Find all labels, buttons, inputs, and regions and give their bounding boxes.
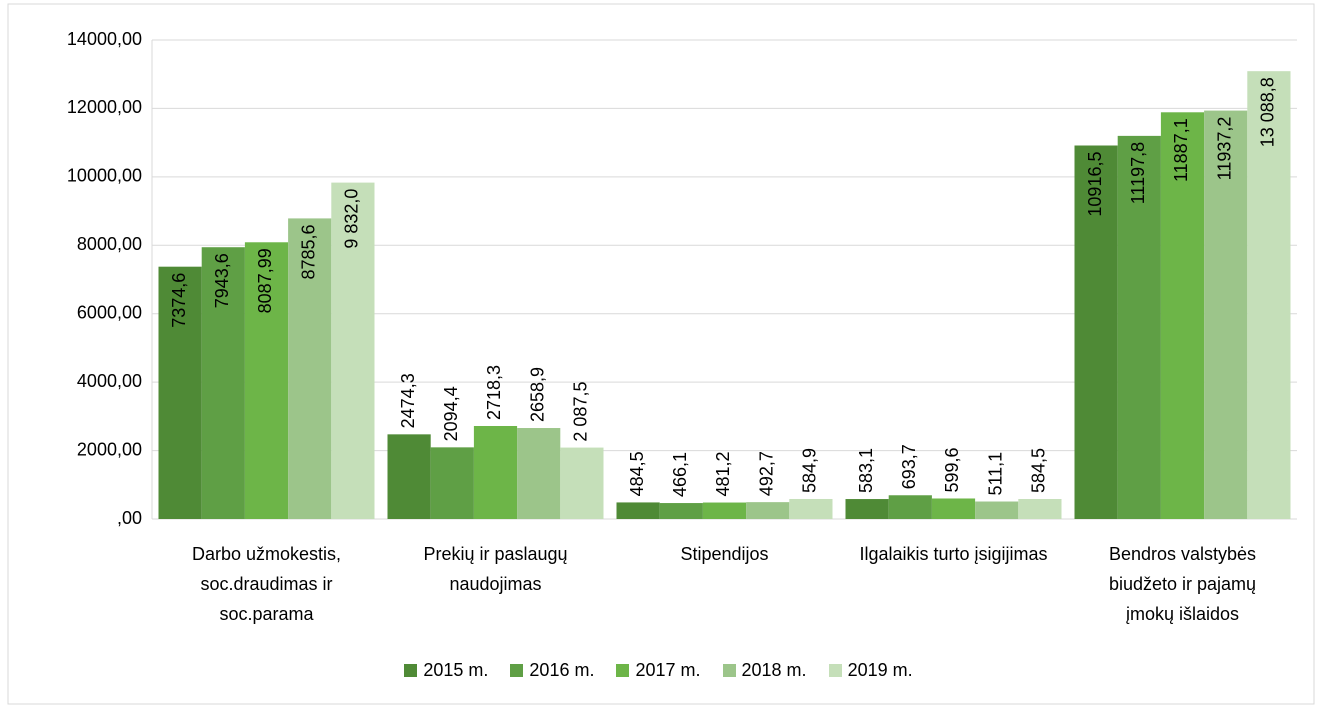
bar [244,242,289,519]
legend-swatch [616,664,630,677]
bar [746,502,790,519]
bar [158,266,202,519]
value-label: 8785,6 [298,224,318,279]
y-tick-label: 2000,00 [77,439,142,459]
y-tick-label: 6000,00 [77,302,142,322]
bar [1018,499,1062,519]
value-label: 7943,6 [212,253,232,308]
bar [789,498,833,519]
y-tick-label: 8000,00 [77,234,142,254]
bar [288,218,332,519]
y-tick-label: 10000,00 [67,166,142,186]
value-label: 481,2 [713,451,733,496]
bar [430,447,474,519]
bar [387,434,431,519]
value-label: 2474,3 [398,373,418,428]
bar [517,428,561,519]
value-label: 584,9 [800,448,820,493]
value-label: 466,1 [670,452,690,497]
value-label: 2658,9 [527,367,547,422]
bar [616,502,660,519]
y-tick-label: 12000,00 [67,97,142,117]
bar [702,502,747,519]
bar [473,425,518,519]
legend-swatch [722,664,736,677]
value-label: 511,1 [985,452,1005,496]
y-tick-label: ,00 [117,508,142,528]
bar [331,182,375,519]
bar [659,503,703,519]
bar [931,498,976,519]
value-label: 13 088,8 [1258,77,1278,147]
value-label: 693,7 [899,444,919,489]
legend-label: 2016 m. [529,660,595,680]
bar [1074,145,1118,519]
value-label: 492,7 [756,451,776,496]
bar [1160,112,1205,519]
legend-item: 2019 m. [828,660,913,681]
legend-swatch [404,664,418,677]
legend: 2015 m. 2016 m. 2017 m. 2018 m. 2019 m. [0,660,1317,681]
value-label: 583,1 [856,448,876,493]
y-tick-label: 14000,00 [67,29,142,49]
value-label: 11197,8 [1128,142,1148,204]
legend-item: 2015 m. [404,660,488,681]
chart-border [7,3,1315,705]
legend-label: 2017 m. [635,660,701,680]
legend-swatch [828,664,842,677]
bar [1204,110,1248,520]
value-label: 484,5 [627,451,647,496]
value-label: 2718,3 [484,365,504,420]
value-label: 7374,6 [169,273,189,328]
legend-label: 2015 m. [423,660,489,680]
legend-swatch [510,664,524,677]
legend-item: 2018 m. [722,660,807,681]
value-label: 2094,4 [441,386,461,441]
value-label: 584,5 [1029,448,1049,493]
bar [888,495,932,519]
value-label: 11937,2 [1214,117,1234,181]
x-tick-label: Bendros valstybės biudžeto ir pajamų įmo… [1108,544,1257,624]
x-tick-label: Prekių ir paslaugų naudojimas [423,544,568,594]
value-label: 9 832,0 [342,189,362,249]
bar [560,447,604,519]
value-label: 2 087,5 [571,382,591,442]
value-label: 10916,5 [1085,151,1105,216]
bar [201,247,245,519]
legend-item: 2017 m. [616,660,701,681]
value-label: 599,6 [942,447,962,492]
bar [1247,71,1291,519]
bar [1117,135,1161,519]
x-tick-label: Darbo užmokestis, soc.draudimas ir soc.p… [191,544,342,624]
legend-label: 2018 m. [741,660,807,680]
y-tick-label: 4000,00 [77,371,142,391]
legend-label: 2019 m. [847,660,913,680]
bar [975,501,1019,519]
value-label: 8087,99 [255,248,275,313]
legend-item: 2016 m. [510,660,594,681]
x-tick-label: Stipendijos [680,544,769,564]
x-tick-label: Ilgalaikis turto įsigijimas [859,544,1048,564]
bar [845,499,889,519]
value-label: 11887,1 [1171,118,1191,182]
